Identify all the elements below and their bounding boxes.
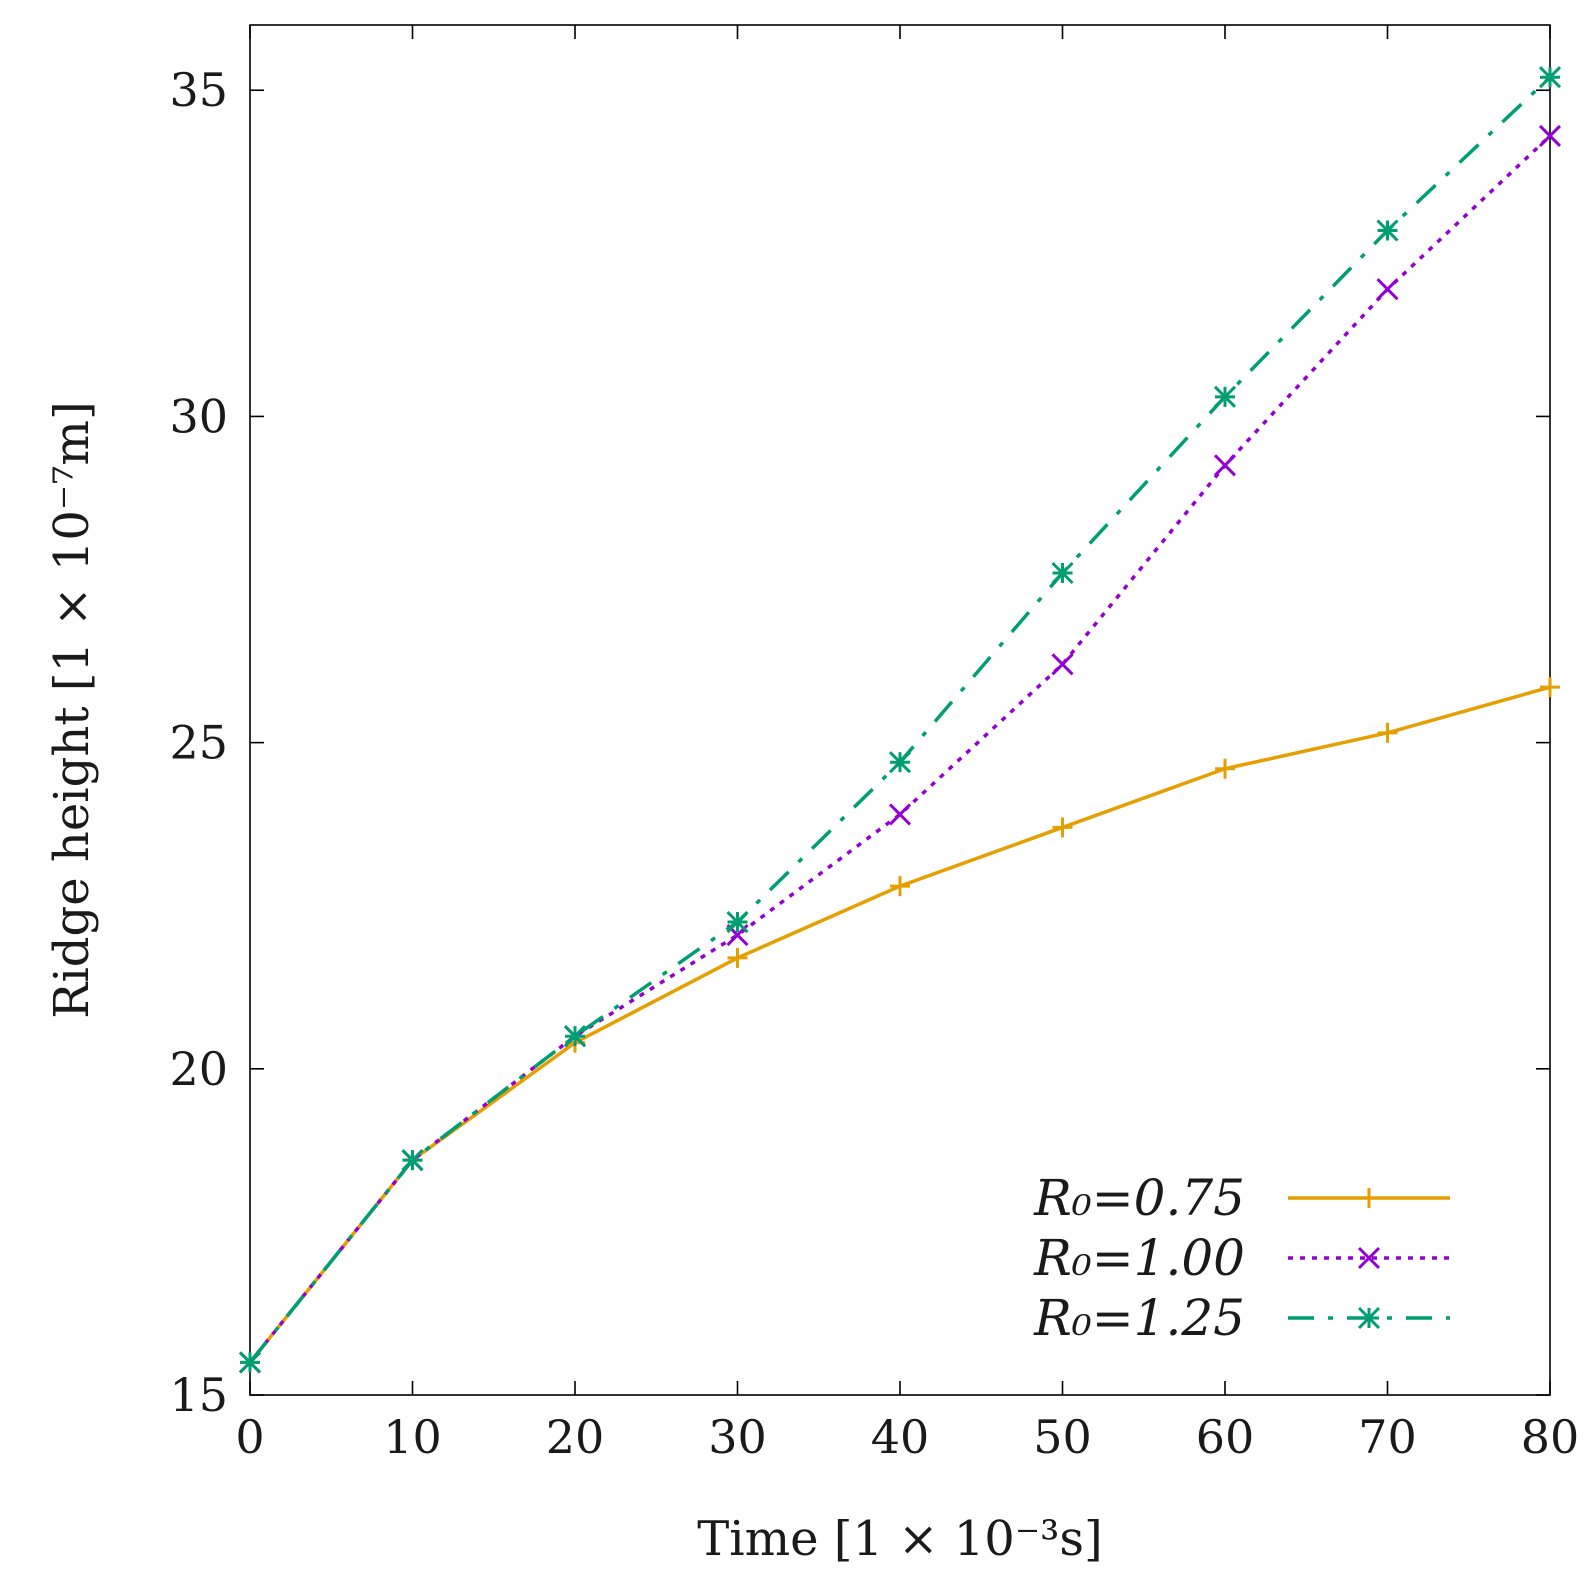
data-point-s1-4 xyxy=(890,876,910,897)
data-point-s3-2 xyxy=(563,1025,587,1048)
data-point-s1-6 xyxy=(1215,758,1235,779)
x-tick-label: 20 xyxy=(546,1410,605,1464)
y-axis-label: Ridge height [1 × 10⁻⁷m] xyxy=(44,401,100,1018)
data-point-s3-8 xyxy=(1538,66,1562,89)
x-tick-label: 0 xyxy=(235,1410,264,1464)
series-line-1 xyxy=(248,685,1551,1364)
data-point-s1-8 xyxy=(1540,677,1560,698)
plot-border xyxy=(249,24,1551,1396)
y-tick-label: 30 xyxy=(169,389,228,443)
y-tick-label: 20 xyxy=(169,1042,228,1096)
data-point-s2-4 xyxy=(888,803,912,826)
data-point-s3-0 xyxy=(238,1351,262,1374)
y-tick-label: 35 xyxy=(169,63,228,117)
data-point-s1-5 xyxy=(1052,817,1073,838)
x-tick-label: 40 xyxy=(871,1410,930,1464)
legend-label-1: R₀=0.75 xyxy=(1033,1169,1245,1227)
y-tick-label: 15 xyxy=(169,1368,228,1422)
data-point-s2-6 xyxy=(1213,454,1237,477)
legend-marker-1 xyxy=(1359,1188,1379,1208)
series-line-2 xyxy=(248,134,1552,1364)
data-point-s2-7 xyxy=(1376,278,1399,301)
data-point-s1-3 xyxy=(727,947,748,968)
x-tick-label: 60 xyxy=(1196,1410,1255,1464)
series-line-3 xyxy=(248,75,1552,1364)
y-tick-label: 25 xyxy=(169,716,228,770)
legend-marker-2 xyxy=(1357,1246,1381,1270)
data-point-s2-5 xyxy=(1051,653,1074,676)
data-point-s3-5 xyxy=(1051,561,1074,585)
x-tick-label: 10 xyxy=(383,1410,442,1464)
data-point-s3-6 xyxy=(1213,385,1237,408)
data-point-s1-7 xyxy=(1377,722,1398,743)
x-tick-label: 70 xyxy=(1358,1410,1417,1464)
x-tick-label: 80 xyxy=(1521,1410,1580,1464)
data-point-s3-3 xyxy=(726,910,749,934)
data-point-s3-4 xyxy=(888,751,912,774)
data-point-s3-7 xyxy=(1376,219,1399,242)
data-point-s2-8 xyxy=(1538,124,1562,147)
legend-label-3: R₀=1.25 xyxy=(1033,1289,1245,1347)
x-tick-label: 50 xyxy=(1033,1410,1092,1464)
x-tick-label: 30 xyxy=(708,1410,767,1464)
x-axis-label: Time [1 × 10⁻³s] xyxy=(697,1511,1103,1567)
data-point-s3-1 xyxy=(401,1149,424,1172)
legend-label-2: R₀=1.00 xyxy=(1033,1229,1245,1287)
legend-marker-3 xyxy=(1357,1306,1381,1330)
